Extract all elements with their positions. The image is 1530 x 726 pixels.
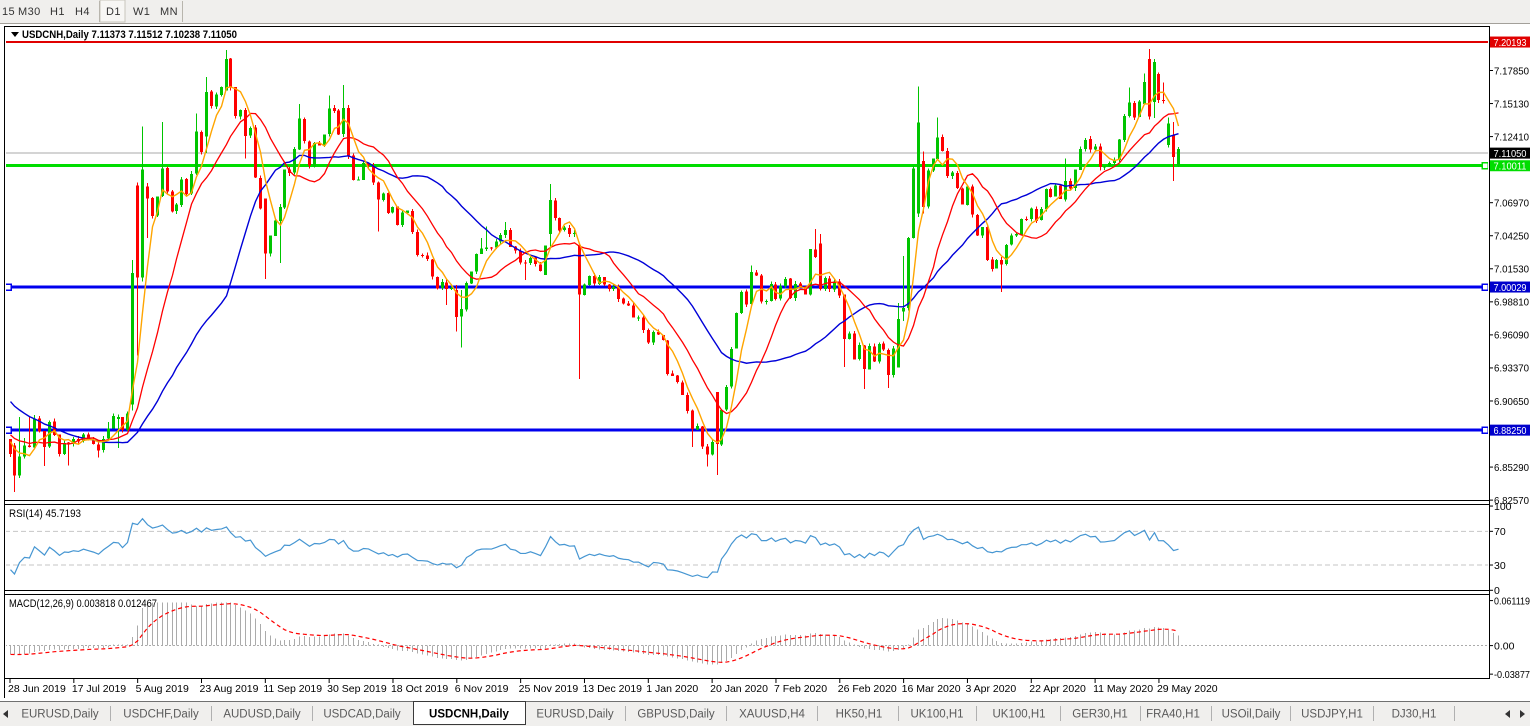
svg-text:0.061119: 0.061119 — [1494, 595, 1530, 607]
svg-text:7.12410: 7.12410 — [1494, 131, 1529, 143]
svg-text:7.17850: 7.17850 — [1494, 65, 1529, 77]
svg-text:30: 30 — [1494, 560, 1506, 572]
svg-text:7 Feb 2020: 7 Feb 2020 — [774, 683, 827, 695]
svg-text:7.15130: 7.15130 — [1494, 98, 1529, 110]
svg-text:13 Dec 2019: 13 Dec 2019 — [582, 683, 642, 695]
svg-text:30 Sep 2019: 30 Sep 2019 — [327, 683, 387, 695]
svg-text:USOil,Daily: USOil,Daily — [1222, 709, 1281, 721]
svg-text:7.11050: 7.11050 — [1494, 148, 1527, 160]
svg-text:RSI(14) 45.7193: RSI(14) 45.7193 — [9, 508, 81, 520]
svg-text:USDJPY,H1: USDJPY,H1 — [1301, 709, 1363, 721]
svg-text:0: 0 — [1494, 585, 1500, 597]
svg-text:26 Feb 2020: 26 Feb 2020 — [838, 683, 897, 695]
svg-text:6.98810: 6.98810 — [1494, 297, 1529, 309]
svg-text:GBPUSD,Daily: GBPUSD,Daily — [637, 709, 715, 721]
svg-text:29 May 2020: 29 May 2020 — [1157, 683, 1218, 695]
svg-text:0.00: 0.00 — [1494, 640, 1515, 652]
svg-text:3 Apr 2020: 3 Apr 2020 — [965, 683, 1016, 695]
svg-text:18 Oct 2019: 18 Oct 2019 — [391, 683, 448, 695]
svg-text:-0.03877: -0.03877 — [1494, 669, 1530, 681]
svg-text:5 Aug 2019: 5 Aug 2019 — [136, 683, 189, 695]
svg-text:EURUSD,Daily: EURUSD,Daily — [536, 709, 614, 721]
svg-text:15: 15 — [2, 6, 15, 18]
svg-text:M30: M30 — [18, 6, 41, 18]
svg-text:6.85290: 6.85290 — [1494, 462, 1529, 474]
svg-text:7.00029: 7.00029 — [1494, 282, 1527, 294]
svg-text:FRA40,H1: FRA40,H1 — [1146, 709, 1200, 721]
svg-text:6.90650: 6.90650 — [1494, 396, 1529, 408]
svg-text:7.01530: 7.01530 — [1494, 264, 1529, 276]
svg-text:22 Apr 2020: 22 Apr 2020 — [1029, 683, 1086, 695]
svg-text:28 Jun 2019: 28 Jun 2019 — [8, 683, 66, 695]
svg-text:USDCAD,Daily: USDCAD,Daily — [323, 709, 401, 721]
svg-text:100: 100 — [1494, 501, 1512, 513]
svg-text:11 May 2020: 11 May 2020 — [1093, 683, 1153, 695]
svg-text:6 Nov 2019: 6 Nov 2019 — [455, 683, 509, 695]
svg-text:MN: MN — [160, 6, 178, 18]
svg-text:AUDUSD,Daily: AUDUSD,Daily — [223, 709, 301, 721]
svg-text:MACD(12,26,9) 0.003818 0.01246: MACD(12,26,9) 0.003818 0.012467 — [9, 598, 157, 610]
svg-text:HK50,H1: HK50,H1 — [836, 709, 883, 721]
svg-text:17 Jul 2019: 17 Jul 2019 — [72, 683, 126, 695]
svg-text:20 Jan 2020: 20 Jan 2020 — [710, 683, 768, 695]
svg-text:EURUSD,Daily: EURUSD,Daily — [21, 709, 99, 721]
svg-text:1 Jan 2020: 1 Jan 2020 — [646, 683, 698, 695]
svg-text:23 Aug 2019: 23 Aug 2019 — [199, 683, 258, 695]
svg-text:GER30,H1: GER30,H1 — [1072, 709, 1128, 721]
svg-text:7.10011: 7.10011 — [1494, 161, 1527, 173]
svg-text:DJ30,H1: DJ30,H1 — [1392, 709, 1437, 721]
svg-text:D1: D1 — [106, 6, 121, 18]
svg-text:H1: H1 — [50, 6, 65, 18]
svg-text:UK100,H1: UK100,H1 — [910, 709, 963, 721]
svg-text:USDCNH,Daily 7.11373 7.11512: USDCNH,Daily 7.11373 7.11512 7.10238 7.1… — [22, 29, 237, 41]
svg-text:16 Mar 2020: 16 Mar 2020 — [902, 683, 961, 695]
svg-text:7.06970: 7.06970 — [1494, 197, 1529, 209]
svg-text:7.04250: 7.04250 — [1494, 231, 1529, 243]
svg-text:USDCHF,Daily: USDCHF,Daily — [123, 709, 199, 721]
svg-text:25 Nov 2019: 25 Nov 2019 — [519, 683, 579, 695]
svg-text:6.93370: 6.93370 — [1494, 363, 1529, 375]
svg-text:H4: H4 — [75, 6, 90, 18]
svg-text:UK100,H1: UK100,H1 — [992, 709, 1045, 721]
svg-text:6.88250: 6.88250 — [1494, 425, 1527, 437]
svg-text:USDCNH,Daily: USDCNH,Daily — [429, 709, 509, 721]
svg-text:70: 70 — [1494, 526, 1506, 538]
svg-text:6.96090: 6.96090 — [1494, 330, 1529, 342]
svg-text:W1: W1 — [133, 6, 150, 18]
svg-text:11 Sep 2019: 11 Sep 2019 — [263, 683, 322, 695]
svg-text:6.82570: 6.82570 — [1494, 495, 1529, 507]
svg-text:XAUUSD,H4: XAUUSD,H4 — [739, 709, 805, 721]
svg-text:7.20193: 7.20193 — [1494, 37, 1527, 49]
